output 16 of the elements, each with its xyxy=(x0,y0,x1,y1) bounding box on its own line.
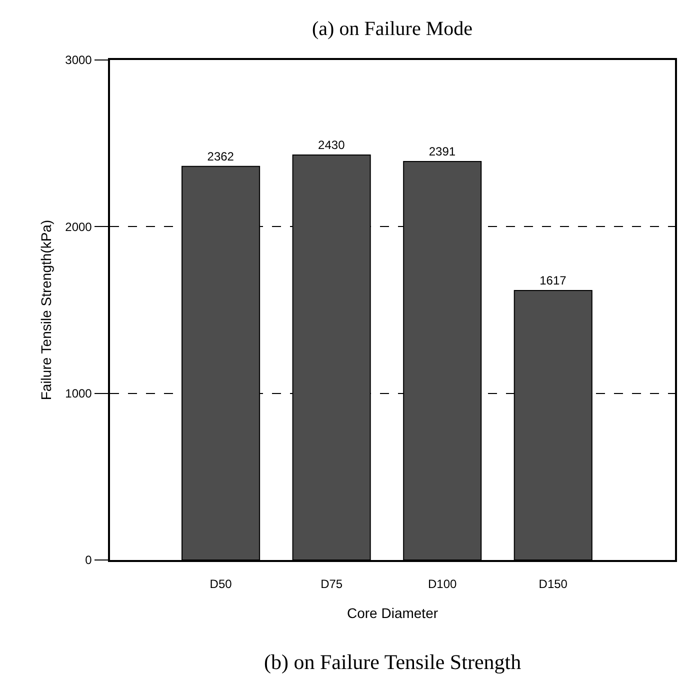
x-tick-label: D50 xyxy=(210,577,232,592)
y-tick-label: 1000 xyxy=(65,386,92,401)
y-tick-label: 3000 xyxy=(65,53,92,68)
text: (a) on Failure Mode xyxy=(312,18,473,40)
x-tick-label: D100 xyxy=(428,577,458,592)
data-label: 2362 xyxy=(207,149,234,164)
x-tick-label: D150 xyxy=(538,577,568,592)
data-label: 2391 xyxy=(428,144,456,158)
y-axis-title: Failure Tensile Strength(kPa) xyxy=(38,220,54,400)
y-tick-label: 0 xyxy=(85,553,92,568)
data-label: 1617 xyxy=(540,274,567,288)
y-tick-label: 2000 xyxy=(65,220,92,234)
text: (b) on Failure Tensile Strength xyxy=(264,650,522,674)
x-tick-label: D75 xyxy=(320,577,343,592)
x-axis-title: Core Diameter xyxy=(346,604,438,621)
data-label: 2430 xyxy=(318,138,346,152)
